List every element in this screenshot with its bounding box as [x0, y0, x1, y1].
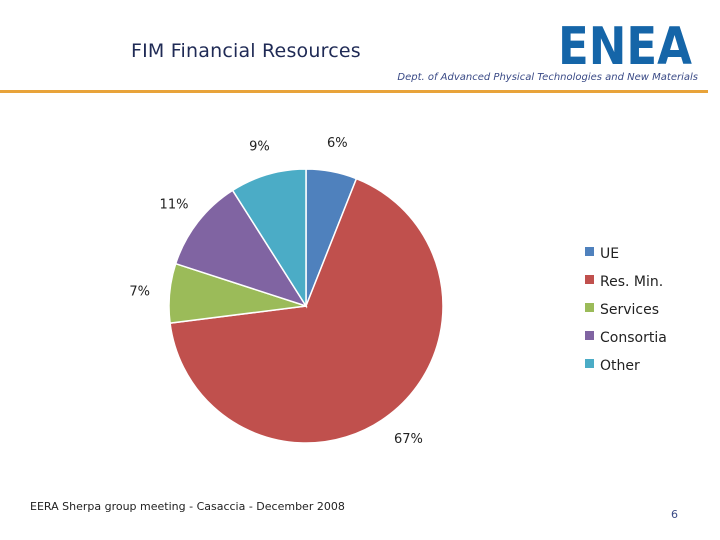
enea-logo: ENEA: [558, 18, 692, 68]
enea-logo-text: ENEA: [558, 18, 692, 68]
legend-swatch-0: [585, 247, 594, 256]
pie-slices: [168, 168, 444, 444]
legend-swatch-1: [585, 275, 594, 284]
pie-slice-1: [169, 177, 444, 444]
legend-label-2: Services: [600, 302, 659, 318]
legend-label-3: Consortia: [600, 330, 667, 346]
slice-label-3: 11%: [160, 198, 189, 213]
pie-labels: 6% 67% 7% 11% 9%: [129, 136, 422, 447]
legend-swatch-4: [585, 359, 594, 368]
chart-legend: UE Res. Min. Services Consortia Other: [585, 246, 667, 374]
legend-label-0: UE: [600, 246, 619, 262]
slice-label-2: 7%: [129, 284, 150, 299]
slice-label-4: 9%: [249, 140, 270, 155]
footer-text: EERA Sherpa group meeting - Casaccia - D…: [30, 500, 345, 513]
legend-swatch-3: [585, 331, 594, 340]
legend-label-1: Res. Min.: [600, 274, 663, 290]
slice-label-1: 67%: [394, 432, 423, 447]
legend-swatch-2: [585, 303, 594, 312]
header-divider: [0, 90, 708, 93]
department-subtitle: Dept. of Advanced Physical Technologies …: [397, 72, 698, 83]
slide-title: FIM Financial Resources: [131, 40, 361, 62]
page-number: 6: [671, 508, 678, 521]
slice-label-0: 6%: [327, 136, 348, 151]
pie-slice-3: [174, 189, 308, 308]
legend-label-4: Other: [600, 358, 640, 374]
pie-slice-4: [231, 168, 307, 309]
